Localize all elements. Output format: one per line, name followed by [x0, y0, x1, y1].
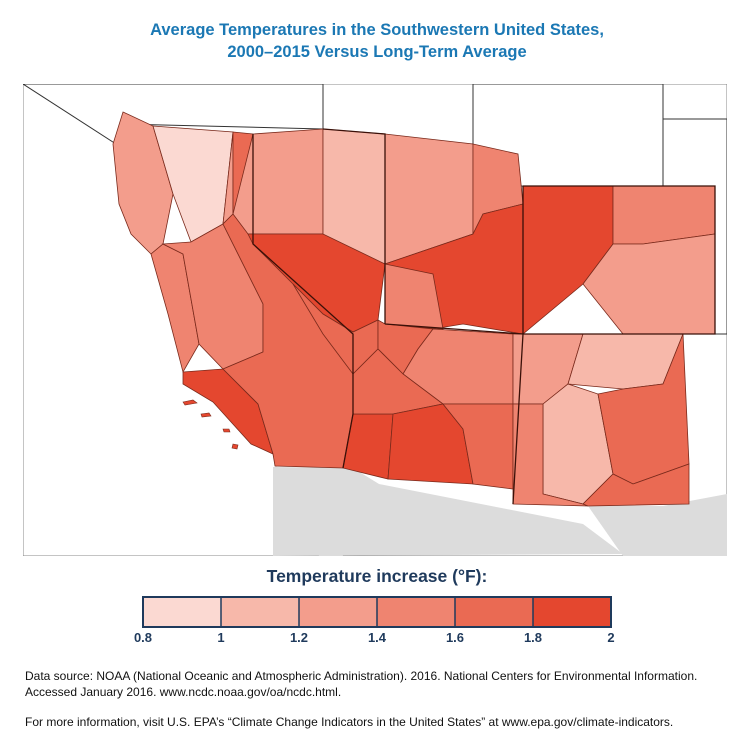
legend-bin-0 [143, 597, 221, 627]
map-title-line-2: 2000–2015 Versus Long-Term Average [227, 43, 527, 61]
arizona-southeast [442, 403, 514, 490]
mexico-land [273, 467, 623, 556]
oregon-region [23, 84, 324, 145]
more-info-line: For more information, visit U.S. EPA’s “… [25, 715, 674, 729]
channel-island-4 [231, 443, 239, 450]
legend-bin-5 [533, 597, 611, 627]
channel-island-2 [200, 412, 212, 418]
legend-tick-label: 1.6 [445, 630, 465, 645]
legend-tick-label: 0.8 [133, 630, 153, 645]
southwest-climate-division-map [23, 84, 727, 556]
legend-title: Temperature increase (°F): [266, 566, 488, 586]
data-source-line-1: Data source: NOAA (National Oceanic and … [25, 669, 698, 683]
mexico-east [588, 494, 727, 556]
state-borders [252, 128, 716, 505]
legend-bin-1 [221, 597, 299, 627]
legend-tick-label: 2 [607, 630, 615, 645]
legend-tick-label: 1.4 [367, 630, 387, 645]
channel-island-1 [182, 399, 198, 406]
baja-peninsula [275, 466, 343, 556]
new-mexico-southeast [582, 463, 690, 507]
legend-tick-label: 1.8 [523, 630, 543, 645]
channel-island-3 [222, 428, 231, 433]
legend-bin-3 [377, 597, 455, 627]
legend-bin-4 [455, 597, 533, 627]
data-source-line-2: Accessed January 2016. www.ncdc.noaa.gov… [25, 685, 342, 699]
legend-bin-2 [299, 597, 377, 627]
legend-tick-label: 1 [217, 630, 225, 645]
colorado-northeast [612, 185, 716, 245]
temperature-legend-scale [142, 596, 612, 628]
legend-tick-label: 1.2 [289, 630, 309, 645]
map-title-line-1: Average Temperatures in the Southwestern… [150, 21, 604, 39]
